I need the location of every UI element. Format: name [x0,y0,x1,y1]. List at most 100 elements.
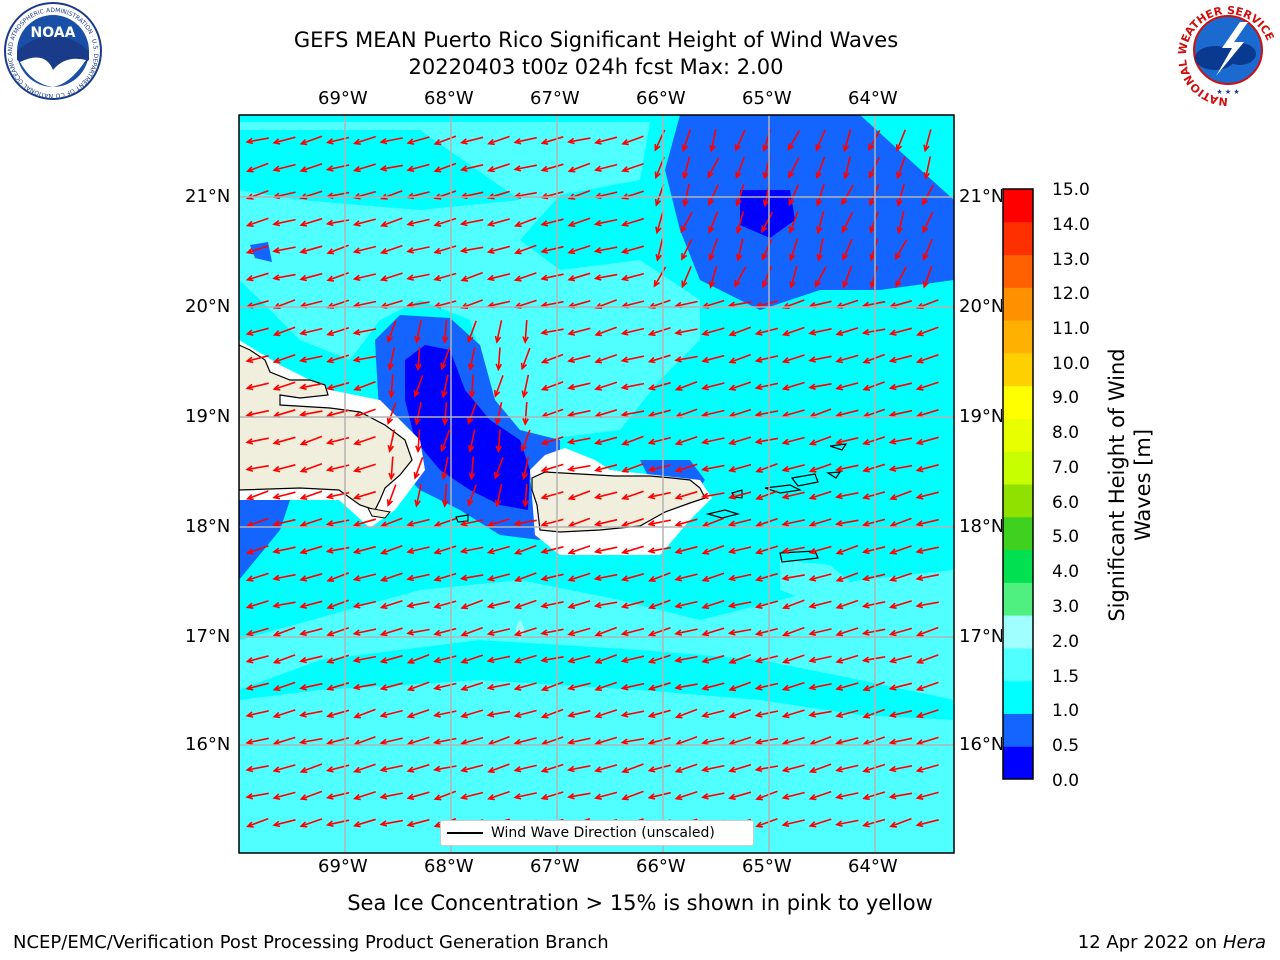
wind-wave-arrow [434,737,457,744]
wind-wave-arrow-head [701,657,710,664]
wind-wave-arrow [729,326,751,336]
wind-wave-arrow [388,347,396,370]
wind-wave-arrow [729,408,752,418]
wind-wave-arrow-head [755,821,763,828]
lat-label: 18°N [959,516,1002,537]
wind-wave-arrow [524,483,528,506]
wind-wave-arrow-head [727,574,736,582]
wind-wave-arrow-head [486,656,495,664]
wind-wave-arrow-head [520,444,528,453]
wind-wave-arrow [247,682,269,690]
colorbar-segment [1003,320,1033,354]
wind-wave-arrow-head [816,226,823,235]
wind-wave-arrow [247,600,269,609]
wind-wave-arrow-head [647,438,656,445]
wind-wave-arrow [707,157,720,178]
wind-wave-arrow-head [647,684,656,691]
wind-wave-arrow [595,626,617,637]
wind-wave-arrow [595,273,618,280]
wind-wave-arrow-head [808,520,817,528]
lon-label: 68°W [424,88,474,109]
wind-wave-arrow-head [379,548,388,555]
wind-wave-arrow-head [701,383,709,391]
wind-wave-arrow [569,517,591,527]
wind-wave-arrow-head [708,281,716,289]
wind-wave-arrow [756,545,778,554]
wind-wave-arrow [810,463,832,472]
wind-wave-arrow-head [655,226,662,235]
lon-label: 69°W [318,88,368,109]
wind-wave-arrow-head [325,492,334,500]
wind-wave-arrow-head [326,329,335,337]
wind-wave-arrow-head [486,711,495,718]
wind-wave-arrow [756,790,778,800]
wind-wave-arrow [247,765,269,771]
wind-wave-arrow-head [326,248,335,255]
wind-wave-arrow [408,654,430,664]
wind-wave-arrow-head [272,520,281,527]
wind-wave-arrow-head [459,165,468,172]
wind-wave-arrow [488,600,511,608]
wind-wave-arrow [469,429,476,452]
wind-wave-arrow-head [735,198,742,207]
wind-wave-arrow-head [299,220,308,227]
wind-wave-arrow-head [522,336,529,344]
wind-wave-arrow [354,791,376,800]
wind-wave-arrow-head [353,384,361,391]
colorbar-segment [1003,221,1033,256]
wind-wave-arrow-head [352,220,361,227]
wind-wave-arrow-head [379,193,388,200]
wind-wave-arrow-head [647,738,656,746]
wind-wave-arrow [542,381,564,391]
wind-wave-arrow [809,573,832,581]
wind-wave-arrow-head [862,685,871,692]
wind-wave-arrow-head [593,601,602,609]
wind-wave-arrow [917,464,939,472]
wind-wave-arrow-head [915,438,924,446]
wind-wave-arrow [274,654,296,664]
wind-wave-arrow [461,626,483,636]
wind-wave-arrow-head [647,329,656,337]
wind-wave-arrow-head [486,602,495,609]
wind-wave-arrow-head [888,465,897,472]
wind-wave-arrow [381,792,403,799]
wind-wave-arrow [810,763,832,773]
wind-wave-arrow [729,436,752,445]
wind-wave-arrow-head [620,656,629,664]
wind-wave-arrow [702,492,725,498]
wind-wave-arrow-head [352,656,361,664]
wind-wave-arrow [568,272,591,281]
colorbar-tick: 4.0 [1052,562,1080,582]
wind-wave-arrow-head [414,417,421,426]
wind-wave-arrow [434,300,457,308]
wind-wave-arrow [381,517,403,527]
wind-wave-arrow [810,518,832,527]
wind-wave-arrow [515,164,537,171]
wind-wave-arrow [675,545,698,554]
wind-wave-arrow-head [815,171,822,180]
wind-wave-arrow [816,183,825,206]
wind-wave-arrow-head [379,137,388,145]
wind-wave-arrow [756,682,779,690]
wind-wave-arrow-head [888,656,897,664]
wind-wave-arrow [595,354,618,363]
wind-wave-arrow [595,409,618,417]
wind-wave-arrow-head [835,765,843,773]
colorbar-border [1002,188,1034,780]
wind-wave-arrow-head [245,166,254,173]
wind-wave-arrow-head [406,657,415,664]
wind-wave-arrow [702,764,725,771]
wind-wave-arrow-head [513,165,522,172]
wind-wave-arrow-head [808,466,817,473]
wind-wave-arrow [541,573,564,581]
wind-wave-arrow-head [816,253,823,262]
wind-wave-arrow [836,409,859,417]
wind-wave-arrow-head [681,253,688,261]
wind-wave-arrow [649,299,671,309]
wind-wave-arrow-head [700,465,709,472]
wind-wave-arrow-head [441,336,449,344]
wind-wave-arrow-head [728,438,736,446]
wind-wave-arrow [542,708,564,718]
wind-wave-arrow-head [788,198,795,207]
wind-wave-arrow [680,211,693,232]
